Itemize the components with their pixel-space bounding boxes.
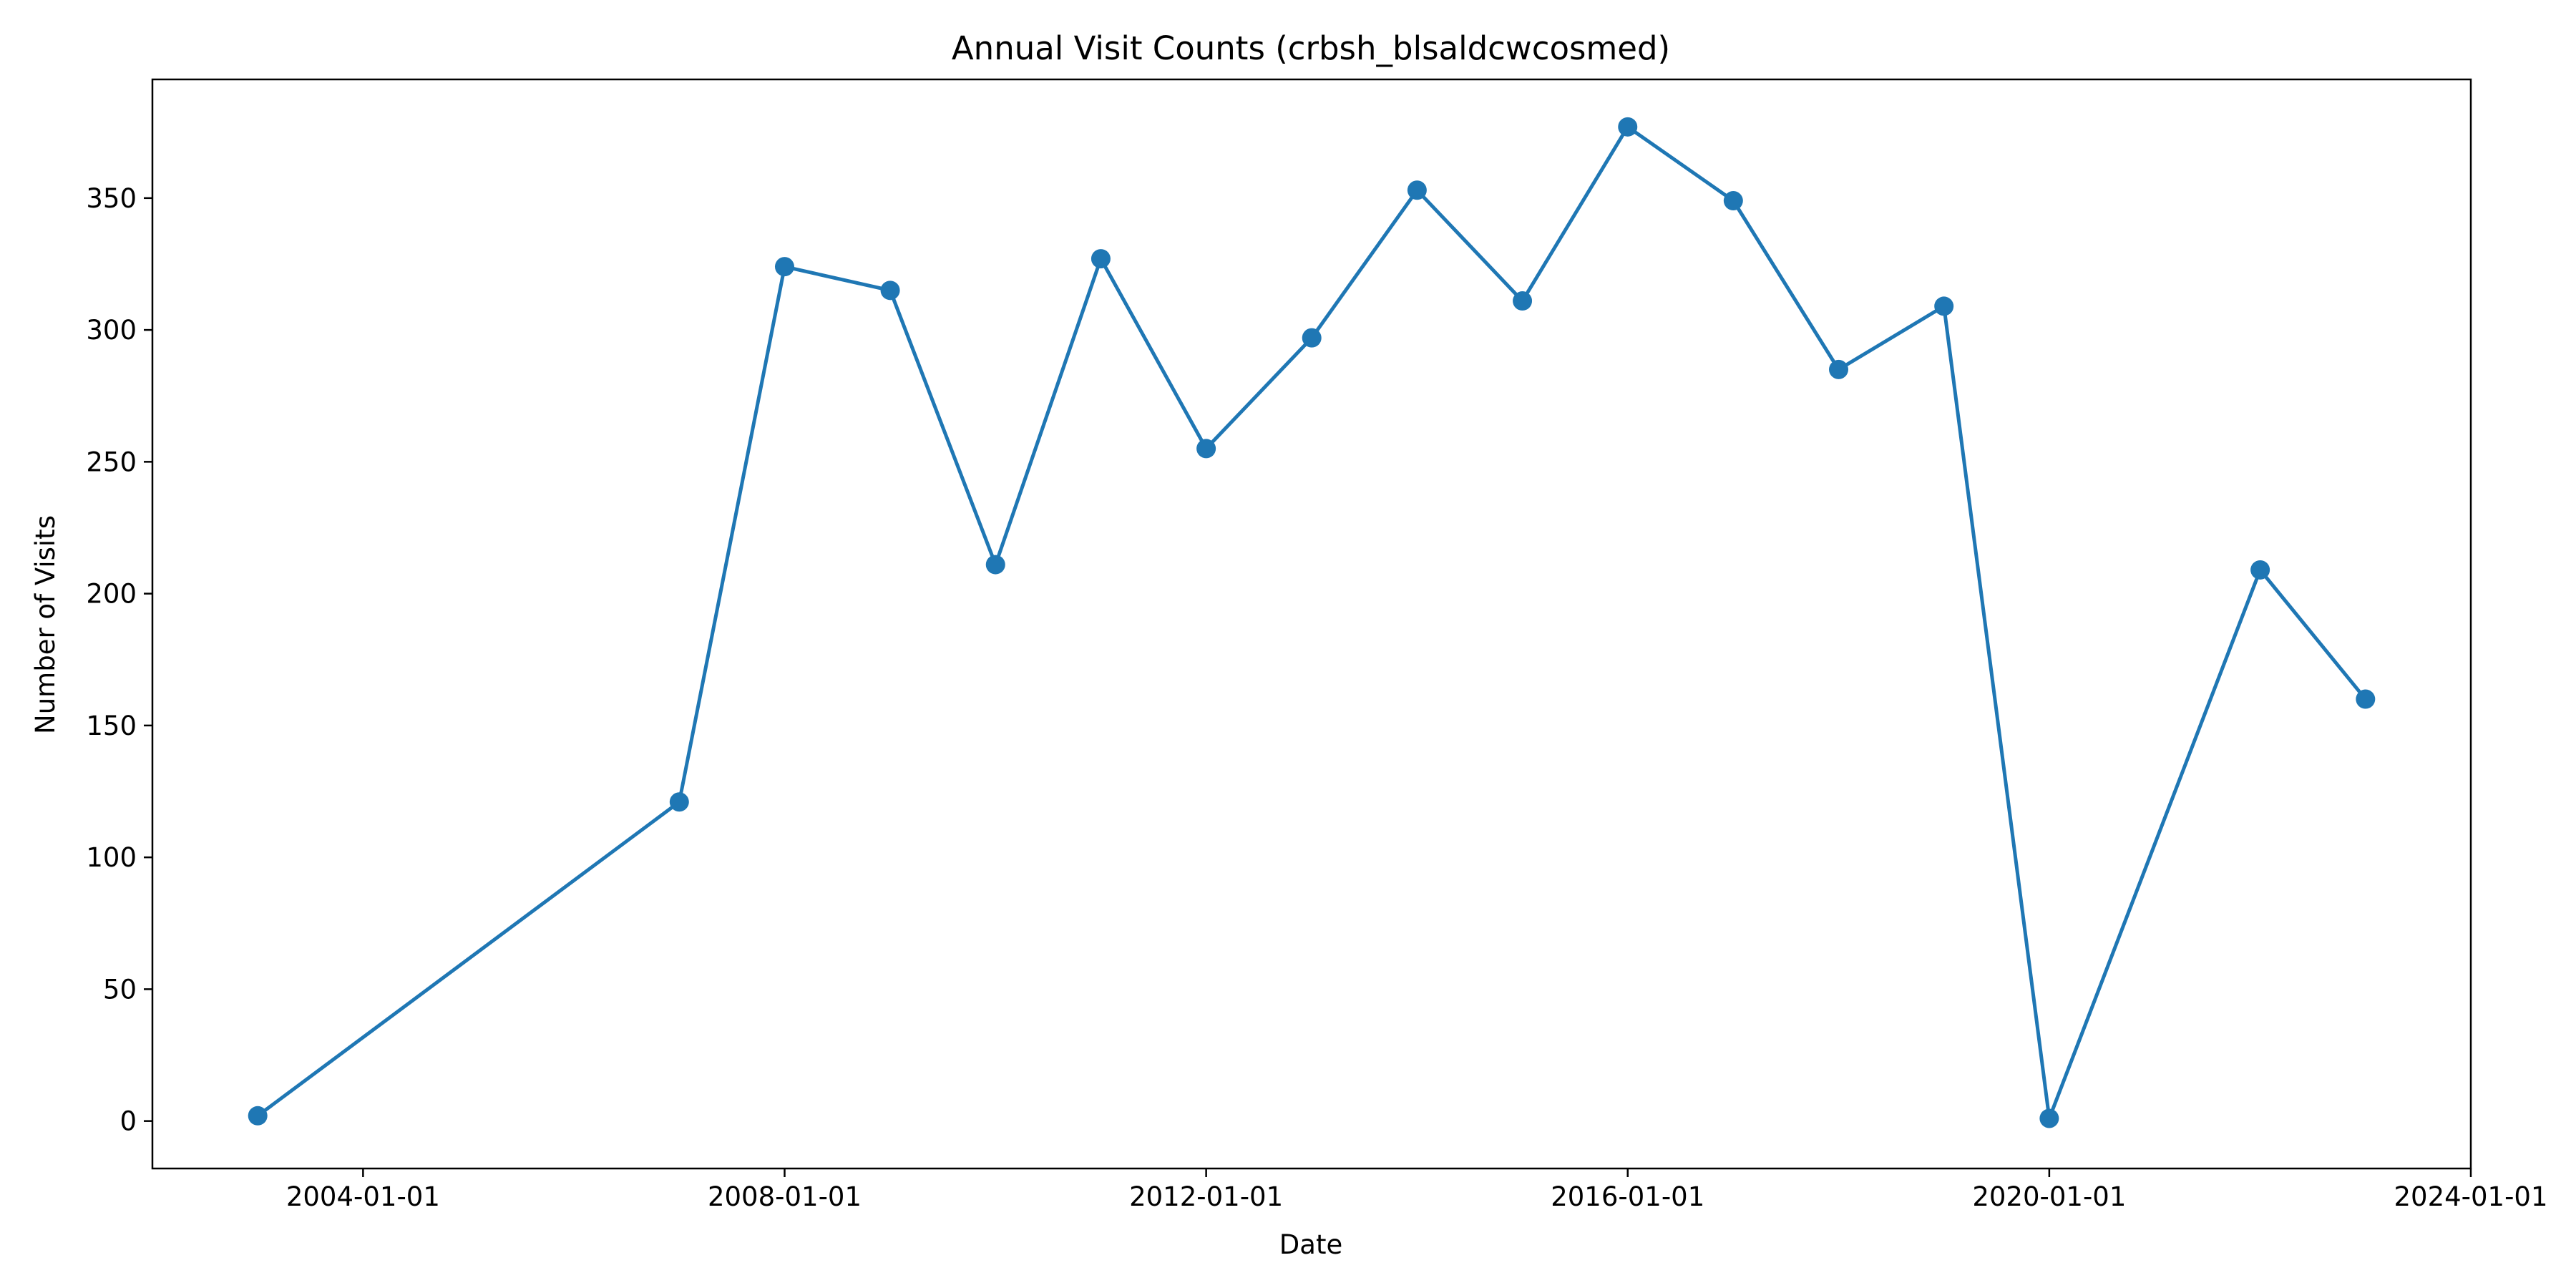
x-tick-label: 2020-01-01	[1972, 1181, 2126, 1212]
y-tick-label: 250	[86, 447, 137, 477]
data-point	[248, 1106, 268, 1126]
y-tick-label: 200	[86, 579, 137, 610]
x-axis: 2004-01-01 2008-01-01 2012-01-01 2016-01-01…	[286, 1169, 2548, 1212]
data-point	[1829, 359, 1849, 379]
x-tick-label: 2024-01-01	[2394, 1181, 2547, 1212]
y-axis: 0 50 100 150 200 250 300 350	[86, 183, 152, 1137]
x-axis-title: Date	[1279, 1229, 1342, 1260]
data-point	[774, 257, 794, 277]
data-point	[2250, 560, 2270, 580]
y-tick-label: 350	[86, 183, 137, 214]
x-tick-label: 2008-01-01	[708, 1181, 862, 1212]
y-tick-label: 100	[86, 842, 137, 873]
data-point	[1934, 296, 1954, 316]
y-tick-label: 300	[86, 315, 137, 346]
data-point	[1513, 291, 1533, 311]
y-tick-label: 0	[119, 1106, 137, 1137]
data-point	[1723, 191, 1743, 211]
x-tick-label: 2016-01-01	[1551, 1181, 1704, 1212]
series-layer	[248, 117, 2376, 1128]
y-axis-title: Number of Visits	[30, 515, 61, 734]
data-point	[2356, 689, 2376, 709]
data-point	[1407, 180, 1427, 200]
plot-frame	[151, 78, 2472, 1170]
plot-area	[151, 78, 2472, 1170]
x-tick-label: 2012-01-01	[1129, 1181, 1283, 1212]
chart-title: Annual Visit Counts (crbsh_blsaldcwcosme…	[952, 29, 1670, 67]
y-tick-label: 150	[86, 711, 137, 741]
x-tick-label: 2004-01-01	[286, 1181, 440, 1212]
data-point	[669, 792, 689, 812]
data-point	[1302, 328, 1322, 348]
data-point	[985, 555, 1005, 575]
y-tick-label: 50	[103, 974, 137, 1005]
data-point	[880, 280, 900, 301]
data-point	[1618, 117, 1638, 137]
data-point	[2039, 1108, 2059, 1128]
data-point	[1091, 249, 1111, 269]
data-point	[1196, 439, 1216, 459]
